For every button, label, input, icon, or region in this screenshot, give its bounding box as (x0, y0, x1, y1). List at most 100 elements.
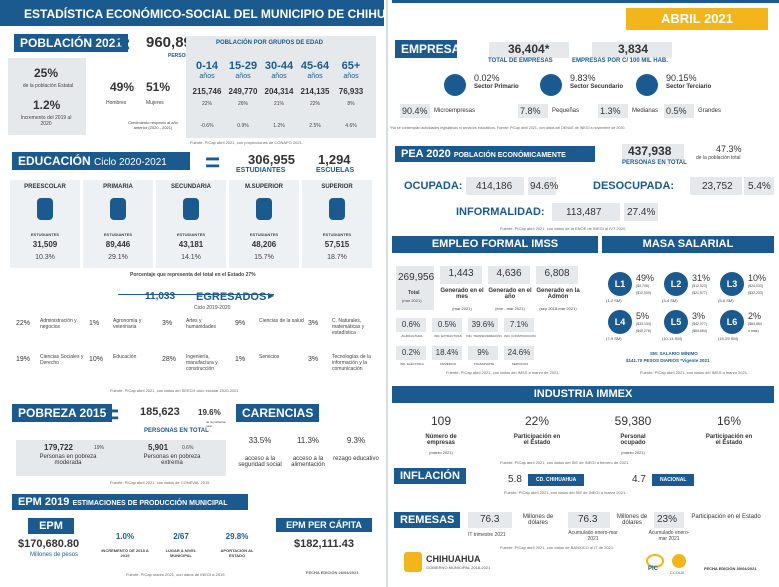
age-pct: 26% (237, 101, 248, 107)
age-growth: 1.2% (273, 123, 285, 129)
equals-icon-2: = (205, 147, 221, 177)
pobreza-box (16, 440, 226, 476)
salary-a: ($12,023) (692, 284, 707, 288)
epm-item-label: APORTACIÓN AL ESTADO (220, 548, 254, 558)
carencias-title: CARENCIAS (236, 404, 320, 422)
pea-subtitle: POBLACIÓN ECONÓMICAMENTE ACTIVA (401, 152, 566, 171)
imss-sector-label: AGRICULTURA (401, 334, 423, 338)
equals-icon-3: = (104, 399, 120, 429)
pobreza-total-label: PERSONAS EN TOTAL (144, 428, 209, 434)
epm-label: EPM (28, 518, 74, 534)
salary-pct: 5% (636, 311, 650, 321)
age-range: 45-64 (300, 60, 330, 72)
women-label: Mujeres (146, 100, 164, 106)
area-name: Administración y negocios (40, 318, 77, 330)
immex-title: INDUSTRIA IMMEX (392, 386, 774, 403)
level-label: ESTUDIANTES (176, 232, 206, 237)
educacion-source: Fuente: PICap abril 2021, con datos del … (110, 388, 239, 393)
immex-value: 59,380 (614, 414, 652, 428)
remesas-acc: 76.3 (578, 514, 598, 525)
empresas-total: 36,404* (508, 42, 550, 56)
remesas-part-label: Participación en el Estado (691, 514, 761, 520)
level-name: PREESCOLAR (24, 184, 66, 190)
footer-logo-sub: GOBIERNO MUNICIPAL 2018-2021 (426, 565, 491, 570)
page-title: ESTADÍSTICA ECONÓMICO-SOCIAL DEL MUNICIP… (24, 7, 421, 21)
grads-cycle: Ciclo 2019-2020 (194, 305, 231, 311)
remesas-acc-unit: Millones de dólares (616, 514, 648, 526)
desocupada-pct: 5.4% (748, 181, 771, 192)
divider (386, 0, 388, 587)
crayon-icon (37, 198, 53, 220)
remesas-q-sub: IT trimestre 2021 (468, 532, 506, 538)
imss-sector-label: COMERCIO (439, 362, 457, 366)
imss-source: Fuente: PICap abril 2021, con datos del … (446, 370, 560, 375)
area-name: Tecnologías de la información y la comun… (332, 354, 371, 372)
sector-label: Sector Terciario (666, 84, 712, 90)
imss-sector-label: IND. CONSTRUCCIÓN (504, 334, 536, 338)
grads-arrow-icon: ▶ (268, 291, 275, 300)
imss-gen-label: Generado en la Admón (536, 288, 580, 300)
epm-percap: $182,111.43 (294, 538, 354, 550)
immex-sub: (marzo 2021) (429, 450, 453, 455)
level-pct: 29.1% (108, 254, 128, 261)
salary-level-icon: L2 (664, 272, 688, 296)
imss-total-sub: (mar 2021) (402, 298, 422, 303)
imss-sector-label: SERVICIOS (511, 362, 529, 366)
imss-sector-label: IND. EXTRACTIVAS (434, 334, 462, 338)
share-box (8, 58, 86, 135)
empresas-total-label: TOTAL DE EMPRESAS (488, 58, 553, 64)
salary-range: (3-4 SM) (662, 298, 678, 303)
level-label: ESTUDIANTES (103, 232, 133, 237)
poblacion-source: Fuente: PICap abril 2021, con proyeccion… (190, 140, 303, 145)
ocupada-value: 414,186 (476, 181, 513, 192)
pobreza-pct-label: de la población total (206, 420, 227, 428)
students-total: 306,955 (248, 152, 295, 167)
level-value: 31,509 (32, 240, 58, 249)
level-label: ESTUDIANTES (30, 232, 60, 237)
salary-b: o más) (748, 329, 759, 333)
area-name: Servicios (259, 354, 280, 360)
age-range: 30-44 (264, 60, 294, 72)
level-bg (156, 180, 226, 268)
level-pct: 14.1% (181, 254, 201, 261)
size-label: Microempresas (434, 108, 476, 114)
age-pct: 22% (309, 101, 320, 107)
salarial-title: MASA SALARIAL (602, 236, 774, 253)
remesas-part-box (654, 512, 684, 528)
share-label: de la población Estatal (22, 83, 74, 89)
salary-level-icon: L4 (608, 310, 632, 334)
educacion-cycle: Ciclo 2020-2021 (94, 157, 167, 168)
level-value: 48,206 (251, 240, 277, 249)
extreme-label: Personas en pobreza extrema (143, 454, 201, 466)
inflacion-source: Fuente: PICap abril 2021, con datos del … (504, 490, 627, 495)
pct-note: Porcentaje que representa del total en e… (130, 272, 256, 278)
area-pct: 3% (308, 320, 319, 327)
age-range: 65+ (341, 60, 361, 72)
grads-total: 11,033 (145, 291, 176, 302)
level-pct: 15.7% (254, 254, 274, 261)
empresas-title: EMPRESAS (395, 40, 468, 58)
age-unit: años (343, 73, 359, 80)
level-bg (83, 180, 153, 268)
sector-icon (636, 74, 658, 96)
sector-pct: 90.15% (666, 73, 697, 83)
salarial-note2: $141.70 PESOS DIARIOS *Vigente 2021 (626, 358, 710, 363)
area-pct: 3% (162, 320, 173, 327)
informal-label: INFORMALIDAD: (456, 206, 545, 218)
age-growth: -0.6% (200, 123, 214, 129)
empresas-per100: 3,834 (618, 42, 649, 56)
sector-pct: 9.83% (570, 73, 596, 83)
salary-range: (7-9 SM) (606, 336, 622, 341)
carencia-label: acceso a la seguridad social (238, 456, 282, 468)
carencia-pct: 9.3% (346, 436, 366, 445)
area-name: Educación (113, 354, 137, 360)
level-name: SUPERIOR (321, 184, 353, 190)
salary-level-icon: L5 (664, 310, 688, 334)
informal-box (552, 203, 620, 221)
municipal-logo (404, 552, 422, 572)
schools-label: ESCUELAS (316, 167, 355, 174)
size-label: Pequeñas (552, 108, 580, 114)
moderate-pct: 19% (94, 445, 105, 451)
epm-title: EPM 2019 ESTIMACIONES DE PRODUCCIÓN MUNI… (12, 494, 248, 510)
remesas-q-box (468, 512, 512, 528)
